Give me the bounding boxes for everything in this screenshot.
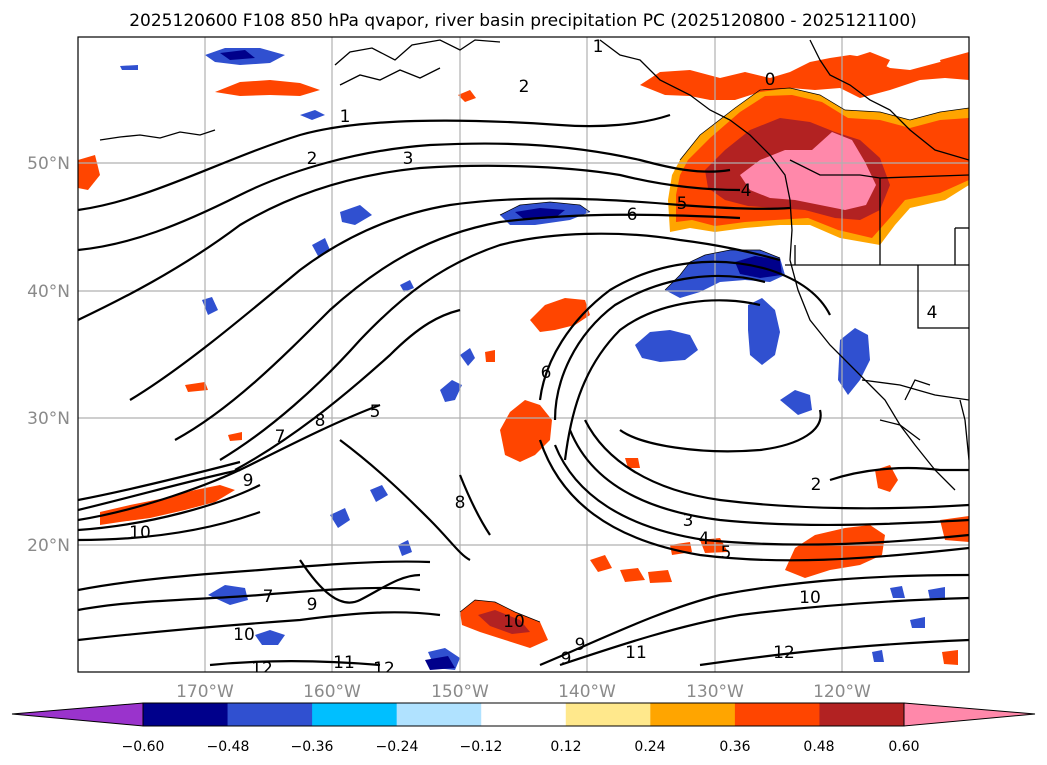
lon-tick-label: 170°W	[176, 682, 234, 702]
shading-outlines	[459, 87, 969, 623]
map-panel: 1 2 2 3 0 1 5 6 4 7 8 5 9 10 8 7 9 10 12…	[78, 37, 969, 679]
lon-tick-label: 160°W	[303, 682, 361, 702]
contour-label: 2	[307, 149, 318, 169]
contour-label: 12	[773, 643, 795, 663]
colorbar-segment	[396, 703, 482, 726]
contour-label: 2	[811, 475, 822, 495]
colorbar-tick: 0.60	[888, 739, 919, 755]
colorbar-tick-labels: −0.60 −0.48 −0.36 −0.24 −0.12 0.12 0.24 …	[122, 739, 920, 755]
contour-label: 4	[927, 303, 938, 323]
contour-label: 8	[315, 411, 326, 431]
colorbar-tick: −0.12	[460, 739, 503, 755]
colorbar: −0.60 −0.48 −0.36 −0.24 −0.12 0.12 0.24 …	[11, 702, 1036, 755]
contour-label: 6	[541, 363, 552, 383]
contour-label: 5	[370, 402, 381, 422]
contour-label: 9	[243, 471, 254, 491]
colorbar-tick: −0.24	[376, 739, 419, 755]
contour-label: 5	[677, 194, 688, 214]
colorbar-extend-high	[903, 702, 1036, 727]
colorbar-segment	[143, 703, 229, 726]
contour-label: 4	[699, 529, 710, 549]
figure-title: 2025120600 F108 850 hPa qvapor, river ba…	[129, 11, 917, 31]
negative-pc-shading	[120, 48, 945, 670]
contour-label: 11	[625, 643, 647, 663]
qvapor-contours	[78, 113, 969, 667]
contour-label: 8	[455, 493, 466, 513]
contour-label: 12	[373, 659, 395, 679]
colorbar-segment	[565, 703, 651, 726]
contour-label: 1	[340, 107, 351, 127]
contour-label: 2	[519, 77, 530, 97]
coastlines	[99, 39, 969, 491]
colorbar-segments	[143, 703, 905, 726]
colorbar-segment	[734, 703, 820, 726]
contour-label: 10	[129, 523, 151, 543]
lat-tick-label: 20°N	[27, 536, 70, 556]
lat-tick-label: 30°N	[27, 409, 70, 429]
contour-label: 9	[307, 595, 318, 615]
lon-tick-label: 120°W	[813, 682, 871, 702]
contour-label: 3	[683, 511, 694, 531]
colorbar-extend-low	[11, 702, 144, 727]
lon-tick-label: 130°W	[686, 682, 744, 702]
lon-tick-label: 140°W	[558, 682, 616, 702]
colorbar-tick: 0.24	[634, 739, 665, 755]
map-frame	[77, 36, 970, 673]
lon-tick-label: 150°W	[431, 682, 489, 702]
contour-label: 7	[275, 427, 286, 447]
contour-label: 10	[233, 625, 255, 645]
contour-label: 12	[251, 659, 273, 679]
contour-label: 10	[503, 612, 525, 632]
colorbar-segment	[227, 703, 313, 726]
positive-pc-shading	[78, 52, 969, 665]
colorbar-tick: −0.36	[291, 739, 334, 755]
contour-label: 9	[575, 635, 586, 655]
lat-tick-label: 40°N	[27, 282, 70, 302]
colorbar-segment	[481, 703, 567, 726]
contour-labels: 1 2 2 3 0 1 5 6 4 7 8 5 9 10 8 7 9 10 12…	[129, 37, 938, 679]
colorbar-segment	[650, 703, 736, 726]
colorbar-tick: 0.36	[719, 739, 750, 755]
contour-label: 5	[721, 543, 732, 563]
colorbar-tick: 0.48	[803, 739, 834, 755]
colorbar-tick: −0.48	[207, 739, 250, 755]
contour-label: 11	[333, 653, 355, 673]
contour-label: 4	[741, 181, 752, 201]
lat-tick-label: 50°N	[27, 154, 70, 174]
latitude-labels: 50°N 40°N 30°N 20°N	[27, 154, 70, 556]
colorbar-segment	[819, 703, 905, 726]
contour-label: 10	[799, 588, 821, 608]
contour-label: 6	[627, 205, 638, 225]
contour-label: 1	[593, 37, 604, 57]
colorbar-tick: 0.12	[550, 739, 581, 755]
contour-label: 3	[403, 149, 414, 169]
contour-label: 7	[263, 587, 274, 607]
contour-label: 9	[561, 649, 572, 669]
colorbar-segment	[312, 703, 398, 726]
colorbar-tick: −0.60	[122, 739, 165, 755]
contour-label: 0	[765, 70, 776, 90]
longitude-labels: 170°W 160°W 150°W 140°W 130°W 120°W	[176, 682, 871, 702]
